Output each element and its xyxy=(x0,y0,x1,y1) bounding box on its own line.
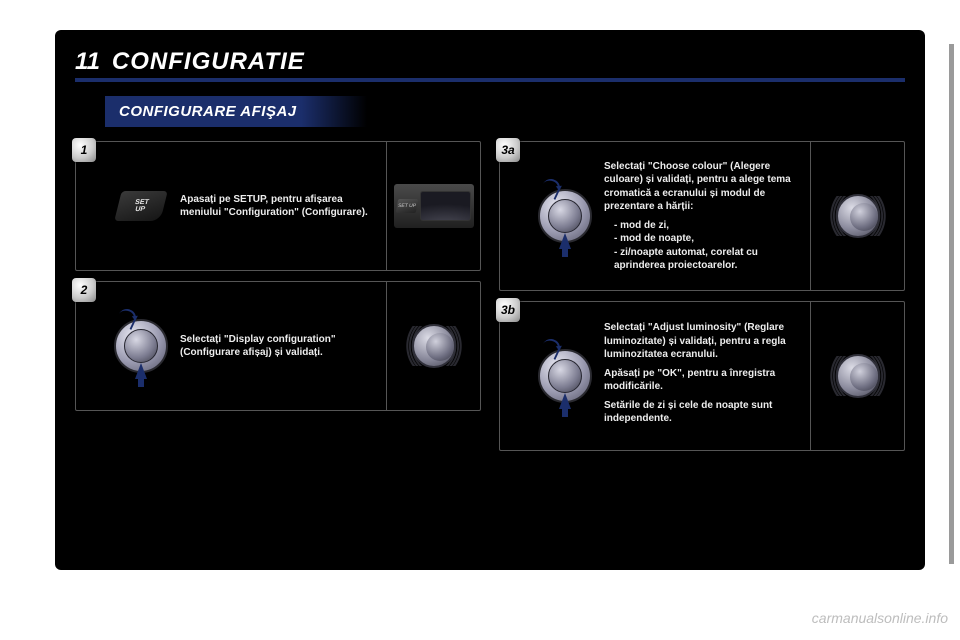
content-columns: 1 SETUP Apasați pe SETUP, pentru afișare… xyxy=(75,141,905,451)
console-dial-icon xyxy=(817,347,898,405)
section-title: CONFIGURATIE xyxy=(112,48,905,76)
step-list: mod de zi, mod de noapte, zi/noapte auto… xyxy=(604,219,800,273)
step-3b: 3b Selectați "Adjust luminosity" (Reglar… xyxy=(499,301,905,451)
list-item: zi/noapte automat, corelat cu aprinderea… xyxy=(614,246,800,273)
page-margin-bar xyxy=(949,44,954,564)
console-dial-icon xyxy=(817,187,898,245)
step-text: Selectați "Choose colour" (Alegere culoa… xyxy=(604,160,800,273)
step-p: Selectați "Adjust luminosity" (Reglare l… xyxy=(604,321,800,362)
rotary-dial-graphic xyxy=(538,189,592,243)
step-main: Selectați "Choose colour" (Alegere culoa… xyxy=(500,142,810,290)
setup-button-icon: SETUP xyxy=(112,191,170,221)
step-1: 1 SETUP Apasați pe SETUP, pentru afișare… xyxy=(75,141,481,271)
subheader: CONFIGURARE AFIŞAJ xyxy=(105,96,367,127)
setup-button-graphic: SETUP xyxy=(114,191,167,221)
step-2: 2 Selectați "Display configuration" (Con… xyxy=(75,281,481,411)
list-item: mod de noapte, xyxy=(614,232,800,246)
mini-screen xyxy=(420,191,471,221)
subheader-row: CONFIGURARE AFIŞAJ xyxy=(105,96,905,127)
step-text: Apasați pe SETUP, pentru afișarea meniul… xyxy=(180,193,376,220)
rotary-dial-graphic xyxy=(114,319,168,373)
section-number: 11 xyxy=(75,48,100,76)
dial-icon xyxy=(112,319,170,373)
step-side xyxy=(810,142,904,290)
step-text: Selectați "Adjust luminosity" (Reglare l… xyxy=(604,321,800,431)
console-dial-icon xyxy=(393,317,474,375)
step-main: SETUP Apasați pe SETUP, pentru afișarea … xyxy=(76,142,386,270)
rotary-dial-graphic xyxy=(538,349,592,403)
step-p: Apăsați pe "OK", pentru a înregistra mod… xyxy=(604,367,800,394)
step-side xyxy=(386,282,480,410)
step-main: Selectați "Adjust luminosity" (Reglare l… xyxy=(500,302,810,450)
left-column: 1 SETUP Apasați pe SETUP, pentru afișare… xyxy=(75,141,481,451)
step-main: Selectați "Display configuration" (Confi… xyxy=(76,282,386,410)
step-text: Selectați "Display configuration" (Confi… xyxy=(180,333,376,360)
step-side: SET UP xyxy=(386,142,480,270)
dial-icon xyxy=(536,349,594,403)
manual-page: 11 CONFIGURATIE CONFIGURARE AFIŞAJ 1 SET… xyxy=(55,30,925,570)
dial-icon xyxy=(536,189,594,243)
mini-setup-btn: SET UP xyxy=(395,199,417,213)
watermark: carmanualsonline.info xyxy=(812,610,948,626)
console-mini-icon: SET UP xyxy=(394,184,474,228)
step-intro: Selectați "Choose colour" (Alegere culoa… xyxy=(604,160,800,214)
right-column: 3a Selectați "Choose colour" (Alegere cu… xyxy=(499,141,905,451)
step-p: Setările de zi și cele de noapte sunt in… xyxy=(604,399,800,426)
page-header: 11 CONFIGURATIE xyxy=(75,48,905,82)
step-3a: 3a Selectați "Choose colour" (Alegere cu… xyxy=(499,141,905,291)
step-side xyxy=(810,302,904,450)
list-item: mod de zi, xyxy=(614,219,800,233)
